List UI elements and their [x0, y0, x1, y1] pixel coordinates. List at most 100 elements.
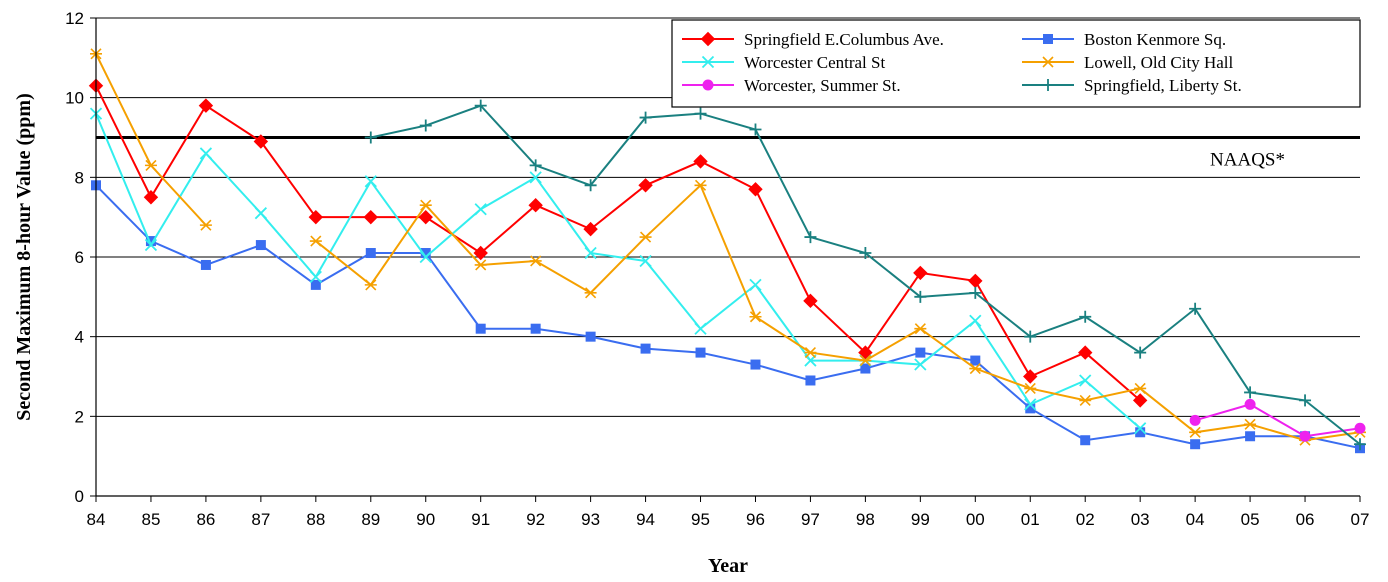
x-tick-label: 06: [1296, 510, 1315, 529]
data-point: [639, 231, 652, 243]
legend-item: Worcester Central St: [682, 53, 885, 72]
data-point: [420, 248, 431, 259]
y-tick-label: 6: [75, 248, 84, 267]
series-6: [364, 99, 1366, 451]
legend-swatch-marker: [701, 55, 715, 69]
x-tick-label: 93: [581, 510, 600, 529]
x-tick-label: 96: [746, 510, 765, 529]
data-point: [144, 238, 158, 252]
data-point: [1244, 418, 1257, 430]
x-tick-label: 05: [1241, 510, 1260, 529]
data-point: [584, 287, 597, 299]
series-line: [95, 113, 1141, 430]
data-point: [859, 247, 872, 260]
x-tick-label: 87: [251, 510, 270, 529]
legend-swatch-marker: [700, 31, 716, 47]
x-tick-label: 88: [306, 510, 325, 529]
data-point: [859, 355, 872, 367]
y-tick-label: 10: [65, 89, 84, 108]
data-point: [639, 254, 652, 268]
data-point: [1078, 345, 1093, 360]
data-point: [144, 159, 157, 171]
data-point: [1134, 422, 1147, 435]
data-point: [309, 235, 322, 247]
data-point: [200, 259, 211, 270]
x-tick-label: 01: [1021, 510, 1040, 529]
data-point: [253, 134, 269, 149]
legend-label: Springfield, Liberty St.: [1084, 76, 1242, 95]
data-point: [145, 236, 156, 247]
data-point: [914, 290, 927, 303]
x-tick-label: 98: [856, 510, 875, 529]
series-line: [95, 184, 1361, 450]
series-lines: [88, 48, 1366, 454]
legend-item: Boston Kenmore Sq.: [1022, 30, 1226, 49]
legend-box: [671, 19, 1361, 108]
data-point: [803, 293, 818, 309]
data-point: [694, 107, 707, 120]
data-point: [749, 123, 762, 136]
legend: Springfield E.Columbus Ave. Boston Kenmor…: [671, 19, 1361, 108]
series-5: [1189, 398, 1366, 442]
data-point: [365, 248, 376, 259]
data-point: [474, 99, 487, 112]
data-point: [915, 347, 926, 358]
y-tick-label: 4: [75, 328, 84, 347]
y-tick-label: 12: [65, 9, 84, 28]
data-point: [1135, 427, 1146, 438]
data-point: [1299, 394, 1312, 407]
data-point: [1354, 422, 1366, 434]
y-axis-title: Second Maximum 8-hour Value (ppm): [13, 93, 35, 420]
x-axis-title: Year: [708, 555, 748, 577]
data-point: [1244, 398, 1256, 410]
data-point: [1354, 438, 1366, 451]
x-tick-label: 03: [1131, 510, 1150, 529]
series-1: [88, 78, 1148, 408]
data-point: [913, 265, 928, 281]
x-tick-label: 91: [471, 510, 490, 529]
legend-label: Boston Kenmore Sq.: [1084, 30, 1226, 49]
series-4: [90, 48, 1366, 446]
x-tick-label: 07: [1351, 510, 1370, 529]
x-tick-label: 89: [361, 510, 380, 529]
data-point: [585, 331, 596, 342]
data-point: [419, 199, 432, 211]
data-point: [640, 343, 651, 354]
y-tick-label: 2: [75, 407, 84, 426]
data-point: [199, 147, 213, 160]
data-point: [1244, 386, 1257, 399]
x-tick-label: 97: [801, 510, 820, 529]
legend-item: Springfield, Liberty St.: [1022, 76, 1242, 95]
data-point: [529, 171, 542, 184]
data-point: [858, 345, 873, 360]
data-point: [914, 323, 927, 335]
data-point: [474, 203, 487, 216]
data-point: [969, 286, 982, 299]
data-point: [1024, 398, 1037, 411]
data-point: [749, 278, 762, 292]
data-point: [1080, 435, 1091, 446]
data-point: [529, 255, 542, 267]
data-point: [143, 190, 159, 205]
series-line: [95, 53, 1361, 442]
data-point: [1024, 330, 1037, 343]
legend-item: Worcester, Summer St.: [682, 76, 901, 95]
data-point: [418, 209, 433, 225]
data-point: [308, 209, 324, 225]
data-point: [1189, 426, 1202, 438]
series-2: [91, 180, 1365, 454]
legend-item: Lowell, Old City Hall: [1022, 53, 1233, 72]
legend-label: Worcester, Summer St.: [744, 76, 901, 95]
data-point: [584, 179, 597, 192]
data-point: [473, 245, 488, 261]
legend-swatch-marker: [1042, 79, 1054, 91]
data-point: [694, 322, 707, 335]
data-point: [1189, 302, 1202, 315]
data-point: [1134, 382, 1147, 395]
legend-swatch-marker: [702, 79, 714, 91]
data-point: [804, 231, 817, 244]
x-tick-label: 85: [141, 510, 160, 529]
data-point: [914, 358, 927, 371]
naaqs-reference: NAAQS*: [96, 136, 1360, 171]
